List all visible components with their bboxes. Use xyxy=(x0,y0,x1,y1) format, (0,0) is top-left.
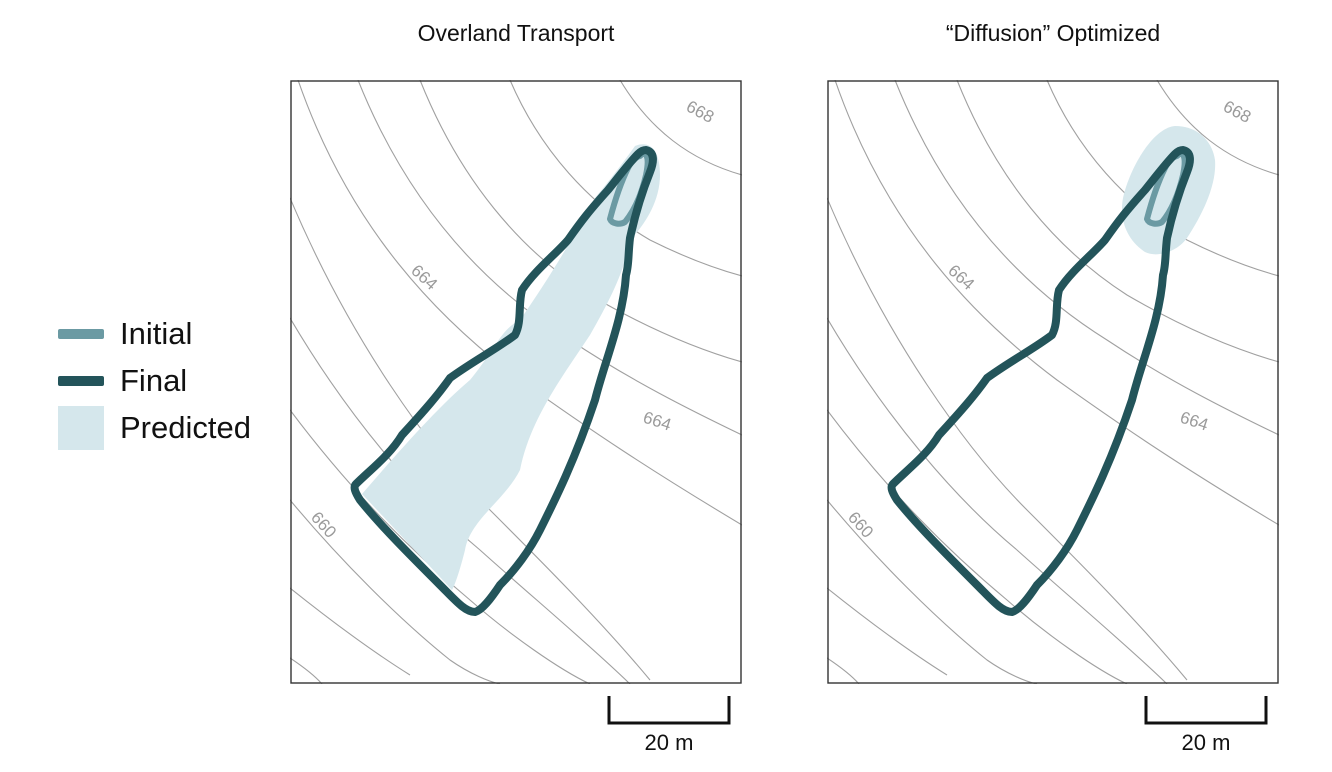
map-panel-diffusion-optimized: 668 664 664 660 xyxy=(827,80,1279,684)
contour-label: 664 xyxy=(641,408,674,435)
contour-label: 660 xyxy=(307,508,340,542)
scale-bar-label: 20 m xyxy=(1181,730,1231,755)
legend-swatch-final xyxy=(58,375,104,386)
contour-line xyxy=(956,80,1279,363)
contour-label: 660 xyxy=(844,508,877,542)
scale-bar xyxy=(1144,696,1268,725)
map-legend: Initial Final Predicted xyxy=(58,310,251,451)
scale-bar xyxy=(607,696,731,725)
panel-title-overland-transport: Overland Transport xyxy=(417,20,615,46)
contour-line xyxy=(827,499,1038,684)
contour-line xyxy=(894,80,1279,436)
legend-swatch-initial xyxy=(58,328,104,339)
contour-line xyxy=(290,587,411,676)
map-frame xyxy=(827,80,1279,684)
contour-line xyxy=(1156,80,1279,176)
contour-line xyxy=(827,197,1188,681)
legend-item-final: Final xyxy=(58,357,251,404)
contour-line xyxy=(619,80,742,176)
contour-line xyxy=(827,409,1128,684)
contour-line xyxy=(834,80,1279,526)
contour-line xyxy=(290,317,631,684)
contour-line xyxy=(290,657,323,684)
contour-label: 664 xyxy=(1178,408,1211,435)
predicted-area xyxy=(362,144,660,590)
contour-label: 668 xyxy=(1220,97,1254,127)
map-frame xyxy=(290,80,742,684)
legend-item-initial: Initial xyxy=(58,310,251,357)
legend-label-final: Final xyxy=(120,362,188,398)
panel-title-diffusion-optimized: “Diffusion” Optimized xyxy=(945,20,1161,46)
legend-swatch-predicted xyxy=(58,405,104,450)
legend-label-predicted: Predicted xyxy=(120,409,251,445)
contour-label: 664 xyxy=(407,261,441,294)
contour-line xyxy=(827,657,860,684)
contour-line xyxy=(827,587,948,676)
final-outline xyxy=(350,146,657,616)
final-outline xyxy=(887,146,1194,616)
contour-lines xyxy=(827,80,1279,684)
legend-label-initial: Initial xyxy=(120,315,193,351)
legend-item-predicted: Predicted xyxy=(58,404,251,451)
map-panel-overland-transport: 668 664 664 660 xyxy=(290,80,742,684)
contour-label: 664 xyxy=(944,261,978,294)
contour-line xyxy=(290,499,501,684)
scale-bar-label: 20 m xyxy=(644,730,694,755)
contour-line xyxy=(290,409,591,684)
contour-label: 668 xyxy=(683,97,717,127)
contour-line xyxy=(827,317,1168,684)
